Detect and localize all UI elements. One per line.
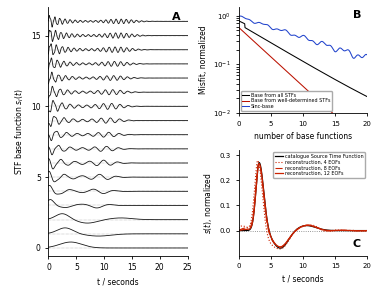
Base from well-determined STFs: [278, 64, 283, 68]
reconstruction, 4 EOFs: [289, 235, 293, 239]
catalogue Source Time Function: [337, 229, 342, 232]
Base from all STFs: [329, 76, 334, 79]
X-axis label: t / seconds: t / seconds: [282, 275, 324, 284]
catalogue Source Time Function: [236, 229, 241, 232]
reconstruction, 12 EOFs: [278, 245, 282, 249]
Base from all STFs: [330, 76, 335, 80]
Base from well-determined STFs: [330, 111, 335, 114]
Sinc-base: [330, 45, 334, 49]
reconstruction, 8 EOFs: [365, 229, 370, 232]
Sinc-base: [288, 33, 292, 36]
reconstruction, 8 EOFs: [289, 235, 293, 238]
Legend: catalogue Source Time Function, reconstruction, 4 EOFs, reconstruction, 8 EOFs, : catalogue Source Time Function, reconstr…: [273, 152, 365, 177]
Y-axis label: Misfit, normalized: Misfit, normalized: [199, 26, 208, 95]
Line: Base from well-determined STFs: Base from well-determined STFs: [239, 27, 367, 144]
reconstruction, 12 EOFs: [339, 229, 344, 232]
reconstruction, 12 EOFs: [289, 234, 293, 238]
Base from well-determined STFs: [317, 100, 322, 103]
Sinc-base: [365, 53, 370, 57]
Base from all STFs: [317, 69, 322, 73]
Line: reconstruction, 4 EOFs: reconstruction, 4 EOFs: [239, 160, 367, 249]
reconstruction, 4 EOFs: [365, 229, 370, 232]
X-axis label: number of base functions: number of base functions: [254, 132, 352, 141]
Line: reconstruction, 12 EOFs: reconstruction, 12 EOFs: [239, 164, 367, 247]
reconstruction, 4 EOFs: [236, 226, 241, 230]
reconstruction, 4 EOFs: [339, 229, 344, 232]
reconstruction, 8 EOFs: [339, 228, 344, 232]
reconstruction, 8 EOFs: [250, 222, 254, 225]
catalogue Source Time Function: [257, 161, 261, 164]
Text: C: C: [353, 239, 361, 249]
Base from well-determined STFs: [287, 72, 292, 76]
reconstruction, 4 EOFs: [325, 230, 329, 233]
reconstruction, 12 EOFs: [293, 229, 298, 232]
catalogue Source Time Function: [289, 234, 293, 238]
reconstruction, 12 EOFs: [365, 229, 370, 232]
reconstruction, 4 EOFs: [293, 229, 298, 232]
Base from all STFs: [287, 52, 292, 55]
reconstruction, 8 EOFs: [293, 229, 298, 233]
Base from well-determined STFs: [252, 40, 256, 43]
Sinc-base: [236, 15, 241, 18]
reconstruction, 4 EOFs: [278, 247, 282, 251]
Base from all STFs: [278, 47, 283, 50]
Base from well-determined STFs: [236, 25, 241, 29]
catalogue Source Time Function: [339, 229, 344, 232]
catalogue Source Time Function: [278, 247, 283, 250]
Base from all STFs: [236, 19, 241, 23]
Sinc-base: [330, 47, 335, 50]
reconstruction, 8 EOFs: [337, 229, 342, 232]
reconstruction, 8 EOFs: [278, 245, 282, 249]
catalogue Source Time Function: [250, 224, 254, 228]
Text: B: B: [352, 10, 361, 21]
Y-axis label: STF base function $s_I(t)$: STF base function $s_I(t)$: [13, 88, 26, 175]
reconstruction, 12 EOFs: [337, 229, 342, 232]
Sinc-base: [318, 41, 322, 44]
Base from all STFs: [365, 95, 370, 99]
Text: A: A: [172, 12, 181, 22]
reconstruction, 12 EOFs: [236, 229, 241, 232]
reconstruction, 12 EOFs: [257, 162, 261, 166]
Sinc-base: [252, 22, 257, 25]
reconstruction, 12 EOFs: [325, 229, 329, 232]
Line: catalogue Source Time Function: catalogue Source Time Function: [239, 163, 367, 248]
reconstruction, 8 EOFs: [325, 229, 329, 232]
reconstruction, 12 EOFs: [250, 224, 254, 227]
reconstruction, 8 EOFs: [236, 229, 241, 232]
Sinc-base: [279, 29, 283, 32]
X-axis label: t / seconds: t / seconds: [97, 278, 139, 287]
catalogue Source Time Function: [325, 228, 329, 232]
Sinc-base: [352, 57, 356, 60]
Legend: Base from all STFs, Base from well-determined STFs, Sinc-base: Base from all STFs, Base from well-deter…: [241, 91, 332, 111]
reconstruction, 4 EOFs: [256, 159, 260, 162]
catalogue Source Time Function: [365, 229, 370, 232]
Line: reconstruction, 8 EOFs: reconstruction, 8 EOFs: [239, 164, 367, 247]
Line: Base from all STFs: Base from all STFs: [239, 21, 367, 97]
Sinc-base: [238, 14, 243, 18]
reconstruction, 4 EOFs: [337, 228, 342, 232]
Line: Sinc-base: Sinc-base: [239, 16, 367, 58]
catalogue Source Time Function: [293, 229, 298, 232]
Base from well-determined STFs: [329, 110, 334, 114]
reconstruction, 4 EOFs: [250, 216, 254, 219]
reconstruction, 8 EOFs: [257, 162, 261, 165]
Base from well-determined STFs: [365, 142, 370, 145]
Y-axis label: $s(t)$, normalized: $s(t)$, normalized: [202, 172, 214, 234]
Base from all STFs: [252, 31, 256, 35]
